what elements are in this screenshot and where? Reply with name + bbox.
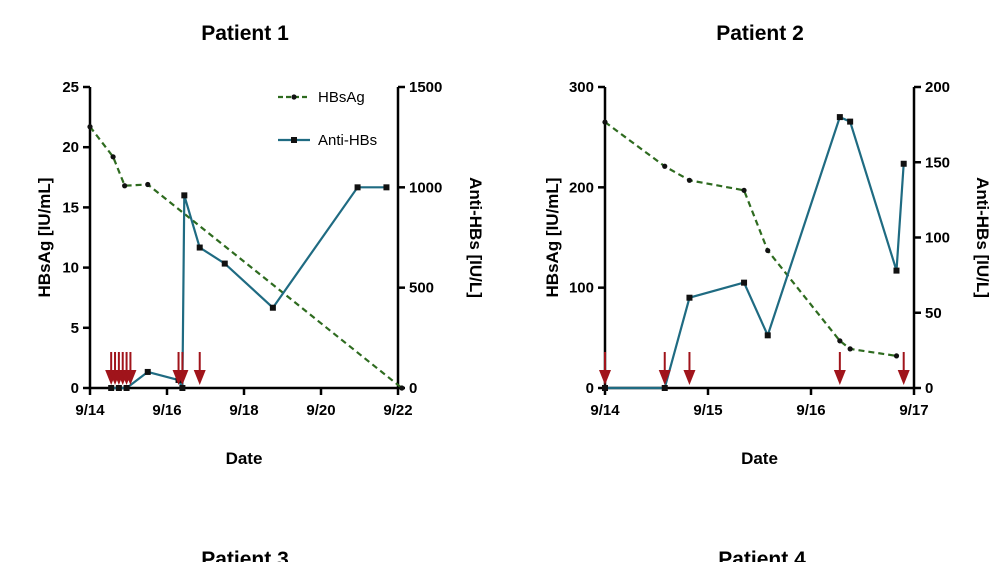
y-left-tick-label: 10 bbox=[62, 260, 79, 277]
hbsag-point bbox=[87, 124, 93, 130]
hbsag-point bbox=[741, 187, 747, 193]
anti-hbs-point bbox=[269, 304, 276, 311]
dose-arrow-icon bbox=[176, 370, 189, 385]
anti-hbs-point bbox=[741, 279, 748, 286]
y-left-tick-label: 0 bbox=[586, 380, 594, 397]
anti-hbs-point bbox=[893, 267, 900, 274]
dose-arrow-icon bbox=[193, 370, 206, 385]
anti-hbs-point bbox=[764, 332, 771, 339]
y-left-tick-label: 200 bbox=[569, 179, 594, 196]
x-tick-label: 9/16 bbox=[152, 402, 181, 419]
hbsag-point bbox=[122, 183, 128, 189]
legend-hbsag-label: HBsAg bbox=[318, 89, 365, 106]
hbsag-point bbox=[837, 338, 843, 344]
hbsag-series-line bbox=[89, 126, 403, 389]
x-tick-label: 9/20 bbox=[306, 402, 335, 419]
hbsag-point bbox=[145, 181, 151, 188]
anti-hbs-point bbox=[179, 385, 186, 391]
hbsag-point bbox=[847, 346, 853, 352]
y-right-tick-label: 200 bbox=[925, 79, 950, 96]
hbsag-point bbox=[602, 119, 608, 125]
x-axis-label: Date bbox=[741, 449, 778, 468]
anti-hbs-point bbox=[900, 160, 907, 167]
anti-hbs-series-line bbox=[111, 186, 387, 390]
y-left-tick-label: 25 bbox=[62, 79, 79, 96]
chart-patient-1: Patient 1 0 5 10 15 20 25 0 500 1000 1500 9/14 9/16 9… bbox=[35, 22, 485, 468]
y-left-tick-label: 5 bbox=[71, 320, 79, 337]
x-tick-label: 9/22 bbox=[383, 402, 412, 419]
dose-arrow-icon bbox=[897, 370, 910, 385]
anti-hbs-point bbox=[144, 368, 151, 375]
x-tick-label: 9/18 bbox=[229, 402, 258, 419]
dose-arrow-icon bbox=[683, 370, 696, 385]
anti-hbs-point bbox=[221, 260, 228, 267]
hbsag-point bbox=[399, 385, 405, 391]
y-right-tick-label: 50 bbox=[925, 305, 942, 322]
dose-arrow-icon bbox=[658, 370, 671, 385]
anti-hbs-point bbox=[196, 244, 203, 251]
anti-hbs-series-line bbox=[605, 115, 905, 390]
y-right-tick-label: 1500 bbox=[409, 79, 442, 96]
patient-4-title: Patient 4 bbox=[718, 548, 806, 562]
y-right-axis-label: Anti-HBs [IU/L] bbox=[973, 177, 992, 298]
patient-3-title: Patient 3 bbox=[201, 548, 289, 562]
hbsag-point bbox=[110, 154, 116, 160]
y-left-tick-label: 20 bbox=[62, 139, 79, 156]
y-right-tick-label: 150 bbox=[925, 154, 950, 171]
y-right-tick-label: 1000 bbox=[409, 179, 442, 196]
anti-hbs-point bbox=[836, 114, 843, 121]
x-axis-label: Date bbox=[226, 449, 263, 468]
dose-arrow-icon bbox=[833, 370, 846, 385]
chart-title: Patient 1 bbox=[201, 22, 289, 45]
x-tick-label: 9/16 bbox=[796, 402, 825, 419]
y-right-tick-label: 0 bbox=[925, 380, 933, 397]
hbsag-point bbox=[662, 163, 668, 169]
hbsag-point bbox=[686, 177, 693, 183]
y-left-tick-label: 100 bbox=[569, 280, 594, 297]
dose-arrow-icon bbox=[599, 370, 611, 385]
anti-hbs-point bbox=[181, 192, 188, 199]
anti-hbs-point bbox=[108, 385, 115, 391]
y-left-axis-label: HBsAg [IU/mL] bbox=[35, 178, 54, 298]
x-tick-label: 9/15 bbox=[693, 402, 722, 419]
hbsag-point bbox=[893, 353, 900, 359]
anti-hbs-point bbox=[602, 385, 608, 391]
x-tick-label: 9/14 bbox=[75, 402, 105, 419]
hbsag-series-line bbox=[604, 121, 897, 357]
hbsag-point bbox=[765, 247, 771, 254]
anti-hbs-point bbox=[123, 385, 130, 391]
y-right-tick-label: 100 bbox=[925, 230, 950, 247]
anti-hbs-point bbox=[686, 294, 693, 301]
legend-hbsag-marker bbox=[291, 94, 297, 100]
y-right-tick-label: 0 bbox=[409, 380, 417, 397]
anti-hbs-point bbox=[115, 385, 122, 391]
x-tick-label: 9/14 bbox=[590, 402, 620, 419]
y-left-axis-label: HBsAg [IU/mL] bbox=[543, 178, 562, 298]
anti-hbs-point bbox=[383, 184, 390, 191]
y-right-tick-label: 500 bbox=[409, 280, 434, 297]
y-right-axis-label: Anti-HBs [IU/L] bbox=[466, 177, 485, 298]
dose-arrow-icon bbox=[124, 370, 137, 385]
x-tick-label: 9/17 bbox=[899, 402, 928, 419]
chart-title: Patient 2 bbox=[716, 22, 804, 45]
anti-hbs-point bbox=[847, 118, 854, 125]
anti-hbs-point bbox=[661, 385, 668, 391]
anti-hbs-point bbox=[354, 184, 361, 191]
y-left-tick-label: 0 bbox=[71, 380, 79, 397]
legend-anti-hbs-label: Anti-HBs bbox=[318, 132, 377, 149]
y-left-tick-label: 300 bbox=[569, 79, 594, 96]
y-left-tick-label: 15 bbox=[62, 199, 79, 216]
chart-patient-2: Patient 2 0 100 200 300 0 50 100 150 200 9/14 9/15 9… bbox=[543, 22, 992, 468]
legend-anti-hbs-marker bbox=[291, 137, 297, 143]
